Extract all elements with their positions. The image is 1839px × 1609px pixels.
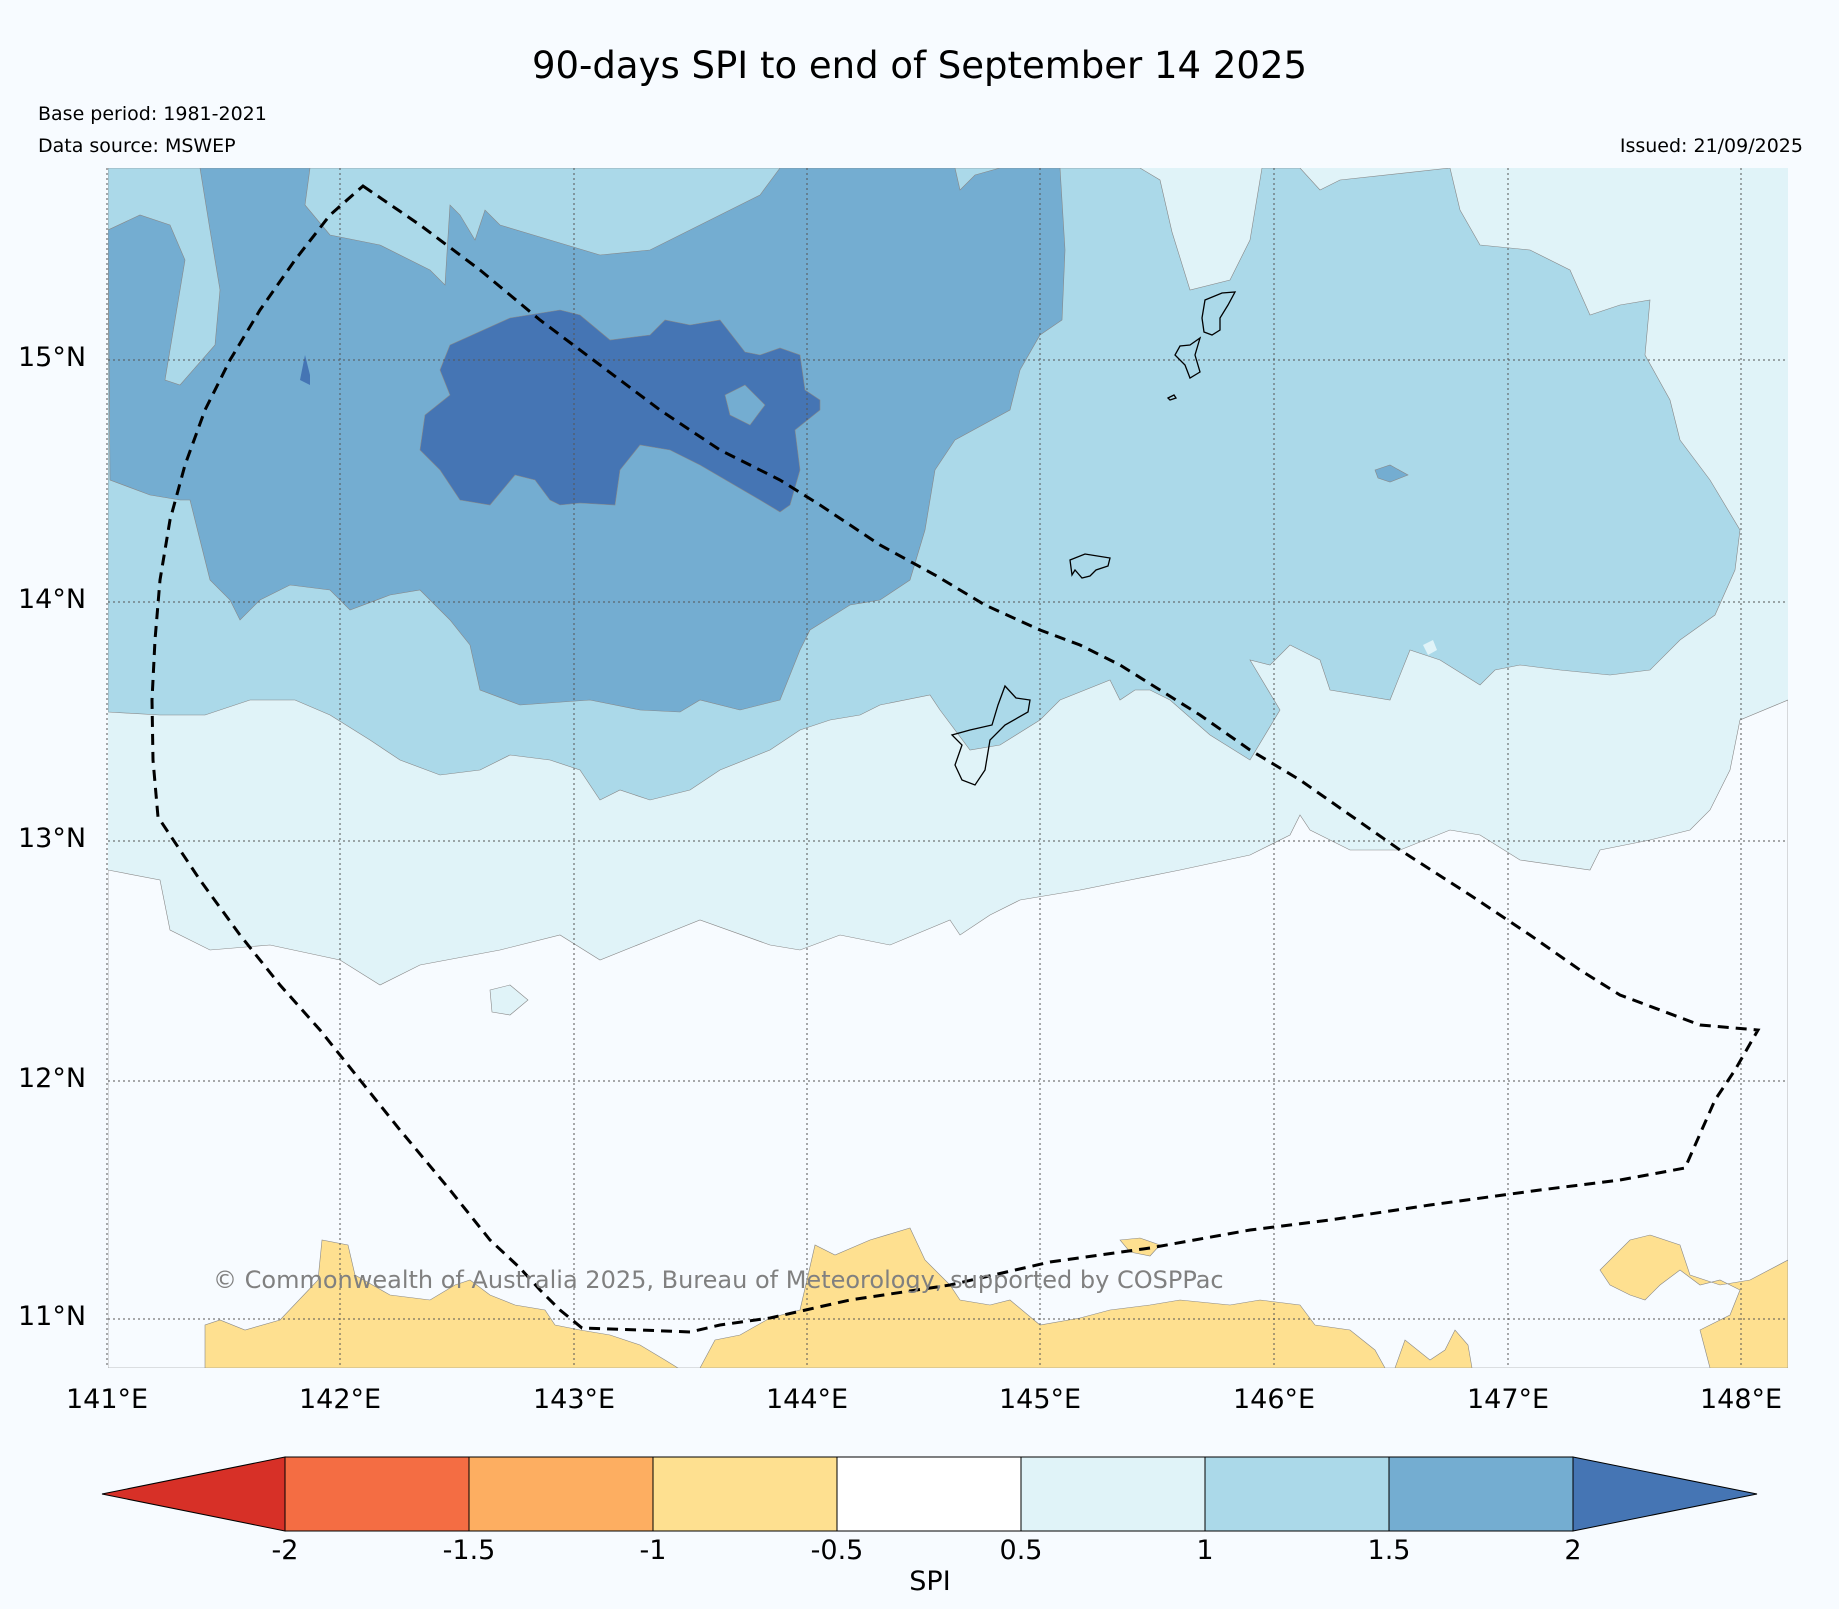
colorbar-segment — [1204, 1456, 1390, 1532]
spi-patch — [489, 984, 529, 1016]
base-period: Base period: 1981-2021 — [38, 103, 267, 125]
lon-tick-142: 142°E — [299, 1384, 382, 1415]
colorbar-segment — [468, 1456, 654, 1532]
colorbar-tick: 1 — [1196, 1535, 1214, 1566]
lon-tick-145: 145°E — [999, 1384, 1082, 1415]
colorbar-tick: -1.5 — [442, 1535, 496, 1566]
colorbar-extend-high — [1572, 1456, 1758, 1532]
colorbar-tick: 1.5 — [1367, 1535, 1411, 1566]
colorbar-tick: -0.5 — [810, 1535, 864, 1566]
spi-patch — [724, 384, 766, 426]
lon-tick-143: 143°E — [533, 1384, 616, 1415]
island-tinian — [1174, 336, 1202, 379]
lat-tick-12: 12°N — [18, 1063, 87, 1094]
colorbar-tick: 2 — [1564, 1535, 1582, 1566]
colorbar-extend-low — [101, 1456, 286, 1532]
island-saipan — [1201, 291, 1237, 336]
colorbar-segment — [1388, 1456, 1574, 1532]
spi-patch — [1374, 464, 1409, 483]
lat-tick-11: 11°N — [18, 1301, 87, 1332]
lon-tick-146: 146°E — [1233, 1384, 1316, 1415]
lon-tick-147: 147°E — [1467, 1384, 1550, 1415]
colorbar-tick: -1 — [639, 1535, 667, 1566]
gridlines — [106, 168, 1788, 1368]
data-source: Data source: MSWEP — [38, 135, 236, 157]
spi-patch — [1423, 640, 1437, 655]
colorbar-segment — [652, 1456, 838, 1532]
spi-band-dry — [1394, 1329, 1473, 1368]
spi-band-dry — [204, 1239, 679, 1368]
spi-patch — [300, 355, 310, 385]
lon-tick-144: 144°E — [766, 1384, 849, 1415]
eez-boundary — [150, 184, 1761, 1334]
colorbar-title: SPI — [909, 1566, 951, 1597]
island-aguijan — [1166, 394, 1178, 401]
spi-band-near-normal — [108, 699, 1788, 1368]
island-guam — [950, 684, 1031, 786]
colorbar-segment — [836, 1456, 1022, 1532]
colorbar-tick: 0.5 — [999, 1535, 1043, 1566]
coastlines — [950, 291, 1237, 786]
lat-tick-14: 14°N — [18, 584, 87, 615]
lat-tick-13: 13°N — [18, 823, 87, 854]
lon-tick-141: 141°E — [66, 1384, 149, 1415]
copyright-notice: © Commonwealth of Australia 2025, Bureau… — [213, 1266, 1224, 1294]
lat-tick-15: 15°N — [18, 342, 87, 373]
spi-band-dry — [699, 1227, 1386, 1368]
issued-date: Issued: 21/09/2025 — [1619, 135, 1803, 157]
map-title: 90-days SPI to end of September 14 2025 — [531, 44, 1308, 87]
island-rota — [1069, 553, 1111, 579]
colorbar-segment — [1020, 1456, 1206, 1532]
colorbar-segment — [284, 1456, 470, 1532]
lon-tick-148: 148°E — [1700, 1384, 1783, 1415]
colorbar-tick: -2 — [271, 1535, 299, 1566]
